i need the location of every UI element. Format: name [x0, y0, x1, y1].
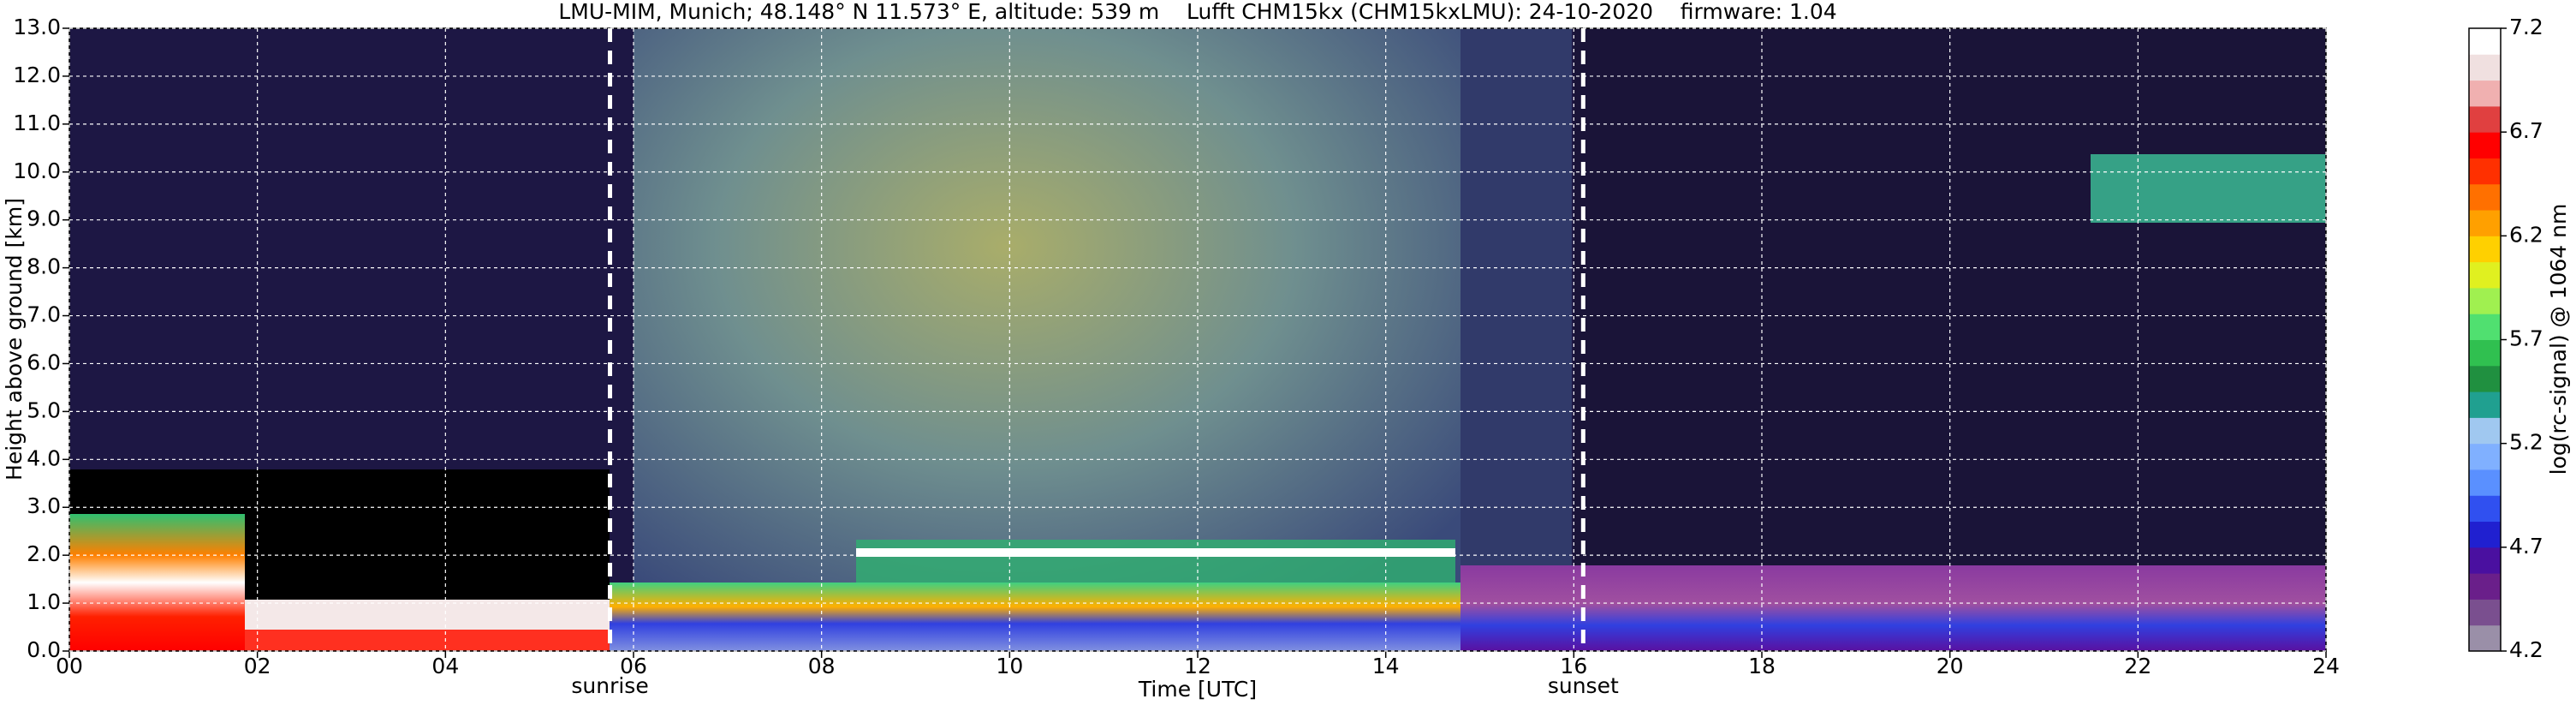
- colorbar-segment: [2469, 339, 2501, 367]
- x-tick-label: 06: [620, 654, 647, 678]
- colorbar-tick-label: 4.2: [2509, 637, 2543, 662]
- y-tick-label: 0.0: [27, 637, 61, 662]
- colorbar-segment: [2469, 443, 2501, 470]
- annotation-label: sunset: [1548, 673, 1619, 698]
- x-tick-label: 08: [808, 654, 836, 678]
- colorbar-segment: [2469, 547, 2501, 574]
- colorbar-tick-label: 4.7: [2509, 534, 2543, 559]
- x-tick-label: 20: [1936, 654, 1964, 678]
- annotation-label: sunrise: [571, 673, 648, 698]
- y-tick-label: 2.0: [27, 541, 61, 566]
- colorbar-tick-label: 6.2: [2509, 222, 2543, 247]
- colorbar-segment: [2469, 80, 2501, 107]
- y-tick-label: 7.0: [27, 302, 61, 327]
- colorbar-segment: [2469, 521, 2501, 548]
- colorbar-tick-label: 5.7: [2509, 326, 2543, 351]
- colorbar-segment: [2469, 261, 2501, 289]
- x-tick-label: 04: [431, 654, 459, 678]
- x-tick-label: 16: [1560, 654, 1587, 678]
- x-tick-label: 02: [244, 654, 271, 678]
- colorbar-segment: [2469, 624, 2501, 652]
- x-tick-label: 12: [1184, 654, 1211, 678]
- y-tick-label: 13.0: [13, 15, 61, 39]
- y-tick-label: 9.0: [27, 206, 61, 231]
- colorbar-segment: [2469, 236, 2501, 263]
- colorbar-segment: [2469, 391, 2501, 418]
- colorbar-segment: [2469, 469, 2501, 496]
- colorbar-tick-label: 6.7: [2509, 118, 2543, 143]
- y-tick-label: 6.0: [27, 350, 61, 374]
- x-tick-label: 00: [56, 654, 83, 678]
- y-tick-label: 3.0: [27, 493, 61, 518]
- y-tick-label: 8.0: [27, 254, 61, 279]
- colorbar-segment: [2469, 210, 2501, 236]
- colorbar-segment: [2469, 105, 2501, 133]
- x-tick-label: 14: [1372, 654, 1400, 678]
- y-tick-label: 10.0: [13, 158, 61, 183]
- x-tick-label: 24: [2312, 654, 2340, 678]
- colorbar-segment: [2469, 495, 2501, 523]
- colorbar-segment: [2469, 365, 2501, 392]
- y-tick-label: 11.0: [13, 111, 61, 135]
- colorbar-segment: [2469, 417, 2501, 445]
- colorbar-segment: [2469, 158, 2501, 185]
- y-tick-label: 12.0: [13, 63, 61, 87]
- colorbar-segment: [2469, 573, 2501, 600]
- colorbar-segment: [2469, 54, 2501, 81]
- chart-title: LMU-MIM, Munich; 48.148° N 11.573° E, al…: [558, 0, 1836, 24]
- x-tick-label: 22: [2124, 654, 2151, 678]
- colorbar-segment: [2469, 599, 2501, 626]
- colorbar-segment: [2469, 183, 2501, 211]
- colorbar-tick-label: 7.2: [2509, 15, 2543, 39]
- colorbar-segment: [2469, 28, 2501, 55]
- colorbar-segment: [2469, 287, 2501, 314]
- colorbar-segment: [2469, 314, 2501, 340]
- y-tick-label: 5.0: [27, 397, 61, 422]
- y-tick-label: 1.0: [27, 589, 61, 614]
- x-tick-label: 18: [1748, 654, 1776, 678]
- x-axis-label: Time [UTC]: [1138, 677, 1257, 702]
- x-tick-label: 10: [996, 654, 1023, 678]
- colorbar-label: log(rc-signal) @ 1064 nm: [2546, 204, 2571, 475]
- colorbar-tick-label: 5.2: [2509, 430, 2543, 455]
- colorbar-segment: [2469, 132, 2501, 158]
- y-axis-label: Height above ground [km]: [2, 198, 27, 481]
- y-tick-label: 4.0: [27, 445, 61, 470]
